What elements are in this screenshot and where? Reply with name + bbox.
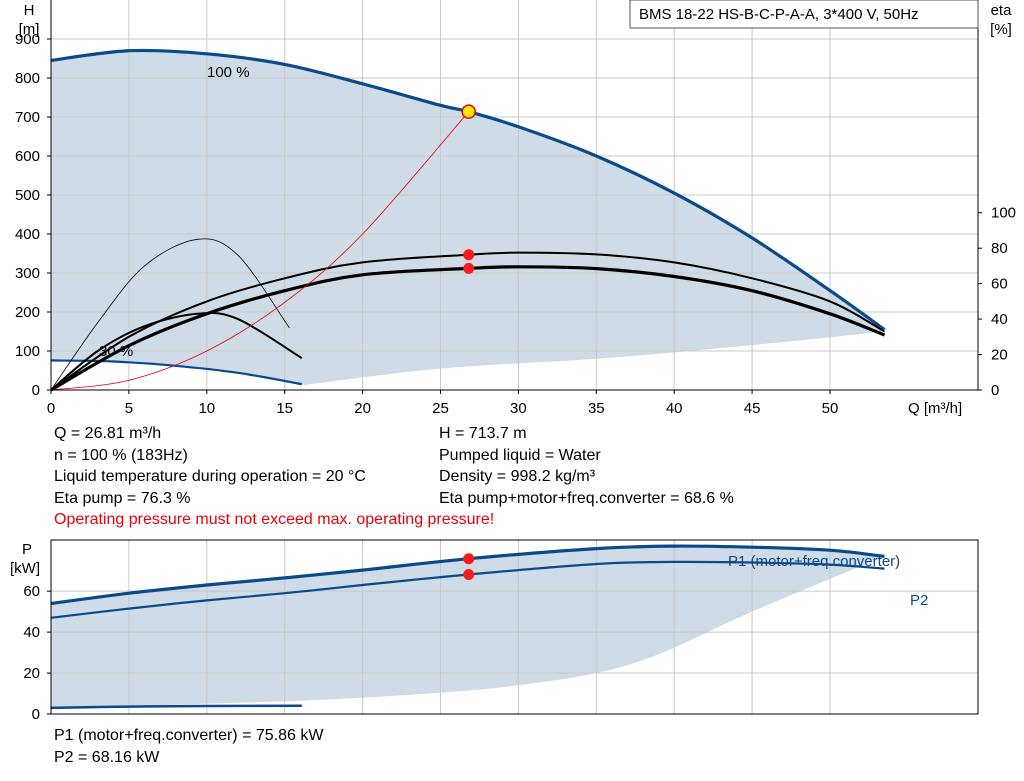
info-p1: P1 (motor+freq.converter) = 75.86 kW [54,727,324,744]
y-axis-title-line1: H [24,2,35,19]
y-tick-label: 300 [15,265,40,282]
eta-pump-30-curve [50,238,290,391]
system-curve-curve [50,111,470,391]
power-info: P1 (motor+freq.converter) = 75.86 kW P2 … [54,725,323,768]
power-grid [51,540,978,714]
eta-pump-point [463,249,475,261]
eta-total-100-curve [50,265,886,392]
x-tick-label: 45 [744,400,761,417]
y-tick-label: 200 [15,304,40,321]
x-axis-title: Q [m³/h] [908,400,962,417]
power-frame [50,539,979,715]
x-tick-label: 40 [666,400,683,417]
x-tick-label: 30 [510,400,527,417]
power-axis-title-line2: [kW] [10,560,40,577]
head-grid [51,0,978,390]
y-tick-label: 900 [15,31,40,48]
x-tick-label: 15 [276,400,293,417]
p-tick-label: 60 [23,583,40,600]
p-tick-label: 40 [23,624,40,641]
info-p2: P2 = 68.16 kW [54,748,160,766]
info-eta-total: Eta pump+motor+freq.converter = 68.6 % [439,489,734,507]
y-tick-label: 500 [15,187,40,204]
p-tick-label: 20 [23,665,40,682]
duty-point-marker [461,104,476,119]
legend-p2: P2 [910,592,928,609]
x-tick-label: 25 [432,400,449,417]
power-axis-ticks: 0 20 40 60 [23,583,51,723]
info-liquid: Pumped liquid = Water [439,446,601,464]
x-tick-label: 20 [354,400,371,417]
p1-point [463,553,475,565]
y-tick-label: 700 [15,109,40,126]
power-area-fill [51,546,885,708]
y-tick-label: 600 [15,148,40,165]
head-area-fill [51,50,885,386]
y2-tick-label: 100 [991,205,1016,222]
power-axis-title-line1: P [22,541,32,558]
y-tick-label: 100 [15,343,40,360]
legend-p1: P1 (motor+freq.converter) [728,553,900,570]
model-label: BMS 18-22 HS-B-C-P-A-A, 3*400 V, 50Hz [639,6,919,23]
y-tick-label: 800 [15,70,40,87]
info-flow: Q = 26.81 m³/h [54,425,162,442]
y2-tick-label: 60 [991,276,1008,293]
y-tick-label: 0 [32,382,40,399]
y-tick-label: 400 [15,226,40,243]
info-speed: n = 100 % (183Hz) [54,446,188,464]
head-curves [50,48,886,392]
x-tick-label: 10 [198,400,215,417]
head-axis-ticks: 0 5 10 15 20 25 30 35 40 45 5001002003004005006007… [15,31,1016,417]
x-tick-label: 50 [822,400,839,417]
eta-total-30-curve [50,311,303,391]
info-density: Density = 998.2 kg/m³ [439,468,596,485]
curve-label-30: 30 % [99,343,133,360]
x-tick-label: 0 [47,400,55,417]
y2-tick-label: 20 [991,347,1008,364]
y2-axis-title-line1: eta [991,2,1013,19]
operating-info-right: H = 713.7 m Pumped liquid = Water Densit… [439,423,734,509]
power-30-curve [50,704,302,710]
y2-tick-label: 80 [991,240,1008,257]
y-axis-title-line2: [m] [19,21,40,38]
y2-tick-label: 0 [991,382,999,399]
model-label-box [629,0,979,29]
y2-axis-title-line2: [%] [990,21,1012,38]
head-30-curve [50,359,302,386]
info-head: H = 713.7 m [439,425,527,442]
y2-tick-label: 40 [991,311,1008,328]
p2-point [463,568,475,580]
p-tick-label: 0 [32,706,40,723]
eta-total-point [463,262,475,274]
info-temperature: Liquid temperature during operation = 20… [54,468,366,485]
x-tick-label: 5 [125,400,133,417]
info-eta-pump: Eta pump = 76.3 % [54,489,191,507]
head-operating-area [51,50,885,386]
operating-info-left: Q = 26.81 m³/h n = 100 % (183Hz) Liquid … [54,423,494,531]
x-tick-label: 35 [588,400,605,417]
curve-label-100: 100 % [207,64,250,81]
power-curves [50,544,885,710]
power-operating-area [51,546,885,708]
plot-frames [50,0,979,715]
eta-pump-100-curve [50,251,885,391]
pressure-warning: Operating pressure must not exceed max. … [54,511,495,528]
